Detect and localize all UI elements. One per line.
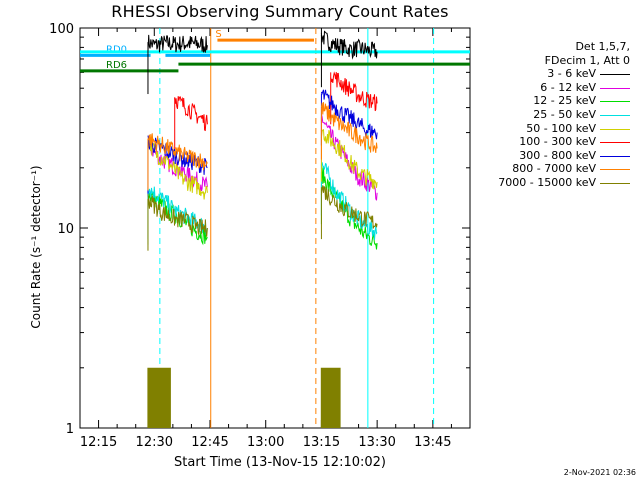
series-line xyxy=(147,194,208,237)
legend-entry: 3 - 6 keV xyxy=(470,67,630,81)
x-tick-label: 13:30 xyxy=(358,435,395,450)
legend-header-detectors: Det 1,5,7, xyxy=(575,40,630,53)
x-tick-label: 13:45 xyxy=(414,435,451,450)
chart-title: RHESSI Observing Summary Count Rates xyxy=(111,2,449,21)
legend-entry-label: 7000 - 15000 keV xyxy=(498,175,596,189)
legend-swatch xyxy=(600,182,630,184)
legend-swatch xyxy=(600,142,630,144)
legend-entry-label: 300 - 800 keV xyxy=(519,148,596,162)
x-axis-label: Start Time (13-Nov-15 12:10:02) xyxy=(174,455,386,470)
low-count-block xyxy=(320,367,341,428)
y-axis-label: Count Rate (s⁻¹ detector⁻¹) xyxy=(29,165,43,329)
legend-entry-label: 50 - 100 keV xyxy=(526,121,596,135)
legend-swatch xyxy=(600,155,630,157)
legend-swatch xyxy=(600,101,630,103)
legend-swatch xyxy=(600,128,630,130)
legend-entry: 300 - 800 keV xyxy=(470,149,630,163)
x-tick-label: 12:30 xyxy=(136,435,173,450)
series-line xyxy=(147,138,208,200)
flag-bar-label: RD6 xyxy=(106,60,127,71)
legend-header-decimation: FDecim 1, Att 0 xyxy=(544,53,630,67)
series-line xyxy=(320,185,378,229)
legend-entry-label: 3 - 6 keV xyxy=(547,67,596,81)
series-line xyxy=(320,102,378,153)
legend-entry-label: 12 - 25 keV xyxy=(533,94,596,108)
y-tick-label: 10 xyxy=(57,222,74,237)
legend-entry-label: 25 - 50 keV xyxy=(533,107,596,121)
series-line xyxy=(320,89,378,140)
series-line xyxy=(320,162,378,240)
plot-frame xyxy=(79,27,471,429)
legend-swatch xyxy=(600,74,630,76)
legend-entry: 50 - 100 keV xyxy=(470,122,630,136)
legend-entry: 800 - 7000 keV xyxy=(470,162,630,176)
legend-entry: 6 - 12 keV xyxy=(470,81,630,95)
legend-entry: 100 - 300 keV xyxy=(470,135,630,149)
legend-entry: 25 - 50 keV xyxy=(470,108,630,122)
series-line xyxy=(147,133,208,171)
legend-entry: 12 - 25 keV xyxy=(470,94,630,108)
series-line xyxy=(320,164,378,250)
low-count-block xyxy=(147,367,171,428)
series-line xyxy=(330,71,378,112)
x-tick-label: 12:45 xyxy=(191,435,228,450)
footer-timestamp: 2-Nov-2021 02:36 xyxy=(563,468,636,477)
legend-entry: 7000 - 15000 keV xyxy=(470,176,630,190)
legend-swatch xyxy=(600,114,630,116)
x-tick-label: 13:15 xyxy=(303,435,340,450)
flag-bar-label: RD0 xyxy=(106,44,127,55)
x-tick-label: 12:15 xyxy=(80,435,117,450)
legend-swatch xyxy=(600,169,630,171)
legend-swatch xyxy=(600,87,630,89)
legend-entry-label: 6 - 12 keV xyxy=(540,80,596,94)
flag-bar-label: S xyxy=(215,29,221,40)
legend-entry-label: 100 - 300 keV xyxy=(519,135,596,149)
series-line xyxy=(174,96,208,132)
series-line xyxy=(320,128,378,190)
legend: Det 1,5,7, FDecim 1, Att 0 3 - 6 keV 6 - … xyxy=(470,40,630,190)
legend-entry-label: 800 - 7000 keV xyxy=(512,162,596,176)
x-tick-label: 13:00 xyxy=(247,435,284,450)
y-tick-label: 100 xyxy=(49,22,74,37)
y-tick-label: 1 xyxy=(66,422,74,437)
series-line xyxy=(320,30,378,60)
series-line xyxy=(147,34,208,53)
